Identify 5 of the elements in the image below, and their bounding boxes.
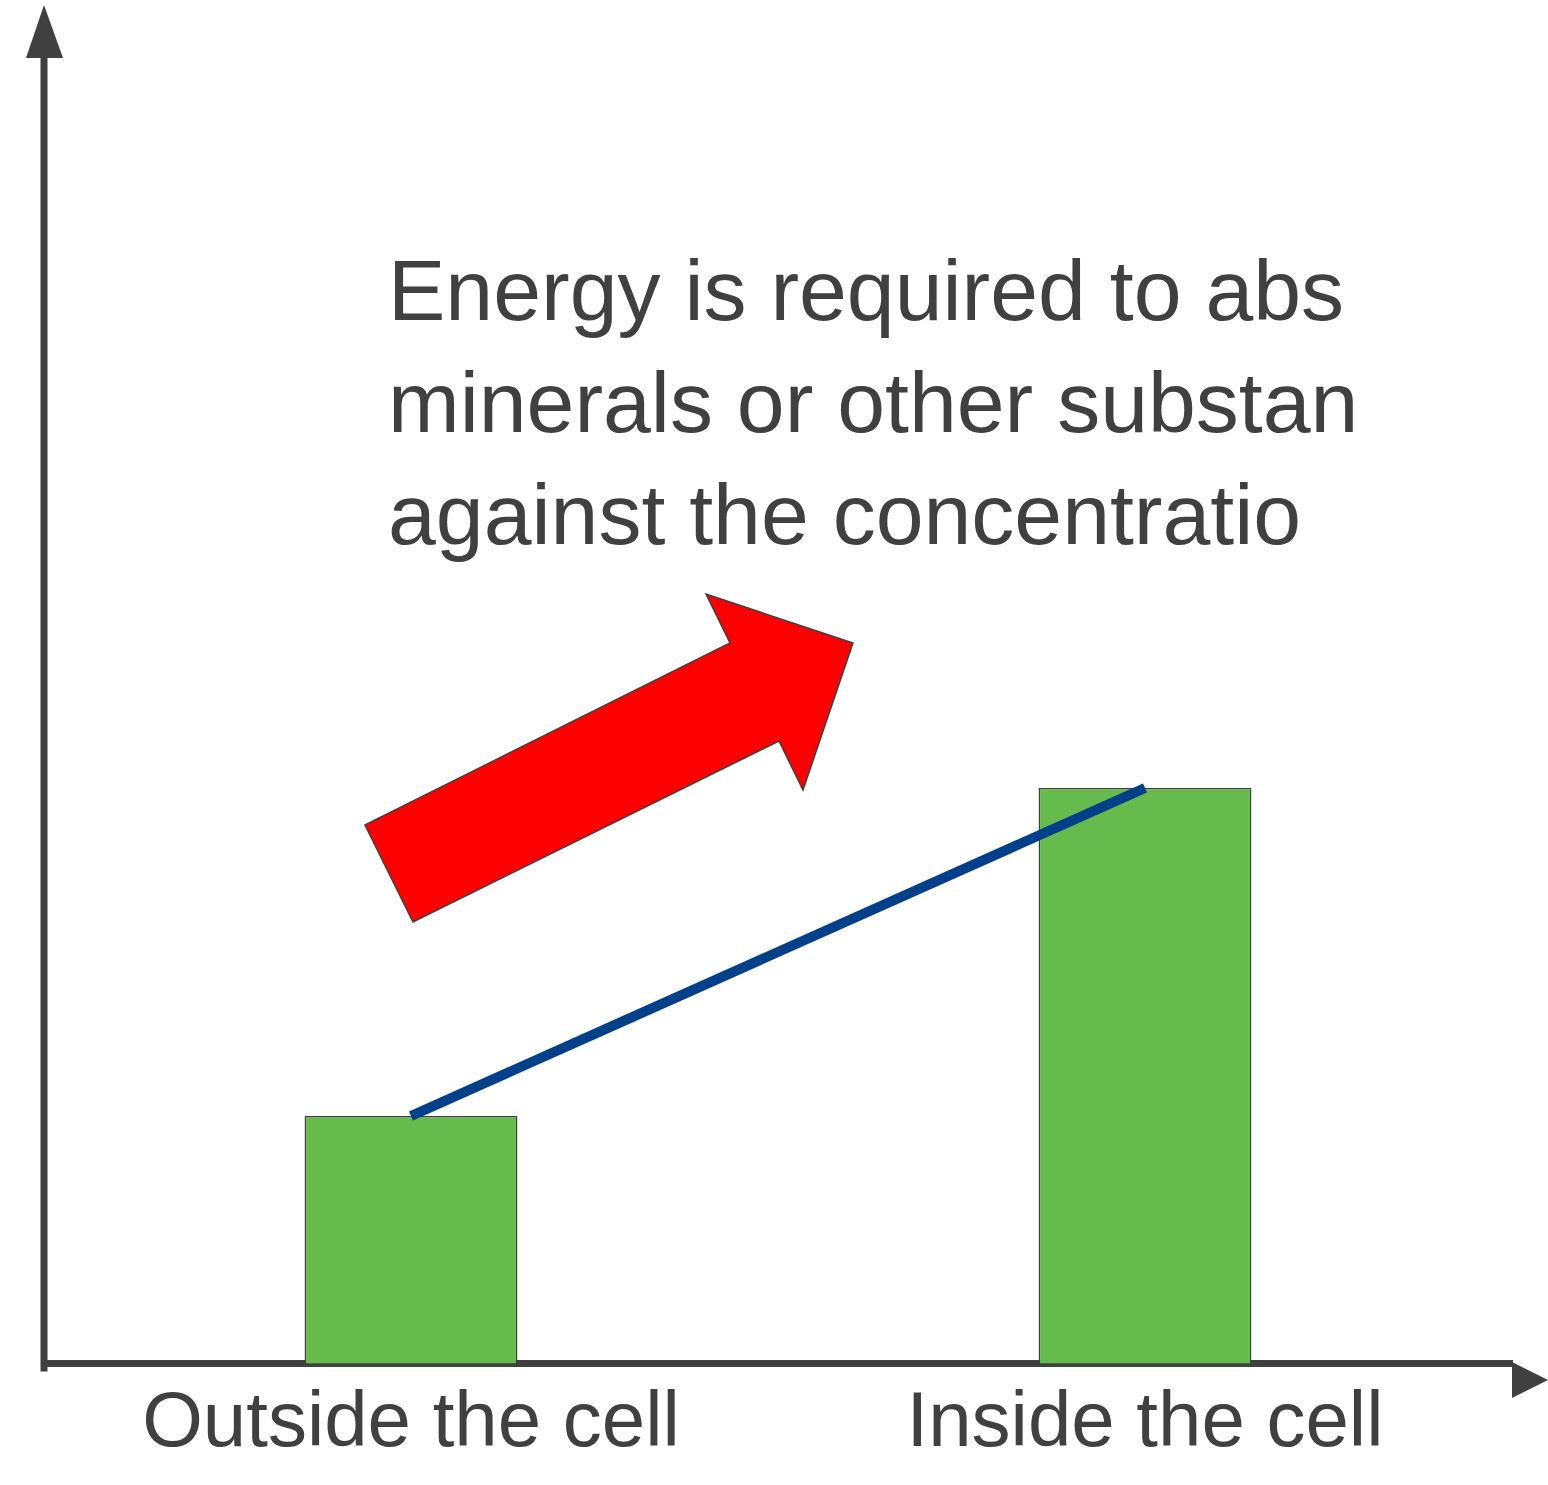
x-tick-label: Outside the cell — [142, 1374, 680, 1463]
x-tick-label: Inside the cell — [906, 1374, 1384, 1463]
text: against the concentratio — [388, 466, 1302, 562]
text: minerals or other substan — [388, 354, 1359, 450]
text: Energy is required to abs — [388, 242, 1345, 338]
